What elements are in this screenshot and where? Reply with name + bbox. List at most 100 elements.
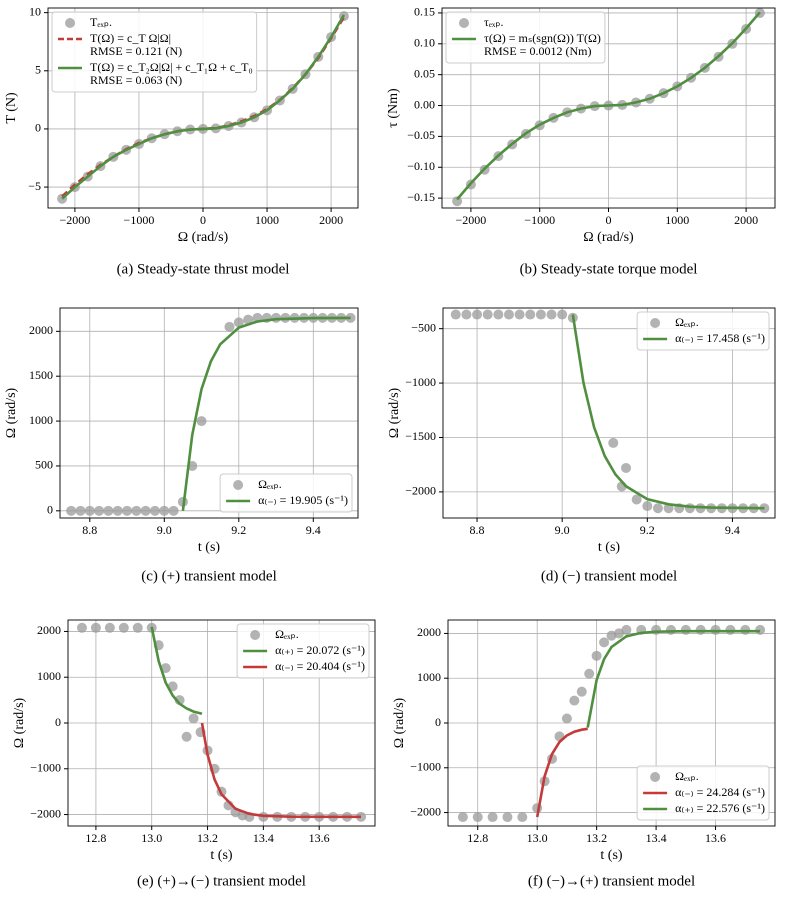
data-point — [608, 437, 619, 448]
y-tick-label: 0 — [435, 715, 441, 729]
data-point — [233, 317, 244, 328]
legend-label: α₍₊₎ = 22.576 (s⁻¹) — [675, 801, 765, 815]
data-point — [557, 309, 568, 320]
x-tick-label: 13.4 — [646, 831, 667, 845]
x-tick-label: 2000 — [319, 213, 343, 227]
data-point — [168, 505, 179, 516]
y-tick-label: −5 — [28, 179, 41, 193]
y-tick-label: 1000 — [29, 413, 53, 427]
legend: Ωₑₓₚ. α₍₋₎ = 17.458 (s⁻¹) — [636, 311, 770, 351]
y-tick-label: 2000 — [417, 625, 441, 639]
legend-label: Ωₑₓₚ. — [258, 477, 282, 491]
y-tick-label: −1000 — [410, 760, 441, 774]
data-point — [118, 622, 129, 633]
y-tick-label: 0 — [55, 715, 61, 729]
data-point — [457, 812, 468, 823]
data-point — [493, 309, 504, 320]
data-point — [112, 505, 123, 516]
y-axis-label: Ω (rad/s) — [392, 697, 407, 748]
y-tick-label: −1000 — [405, 375, 436, 389]
data-point — [621, 462, 632, 473]
caption: (f) (−)→(+) transient model — [528, 873, 695, 889]
x-tick-label: 12.8 — [85, 831, 106, 845]
data-point — [487, 812, 498, 823]
caption: (d) (−) transient model — [541, 568, 677, 584]
legend-box — [236, 623, 370, 679]
data-point — [243, 314, 254, 325]
y-tick-label: −2000 — [405, 484, 436, 498]
x-tick-label: 13.0 — [527, 831, 548, 845]
y-tick-label: 0.05 — [414, 66, 435, 80]
subplot: 8.8 9.0 9.2 9.4 −500 −1000 −1500 −2000 t (s) Ω (r… — [387, 307, 776, 584]
data-point — [90, 622, 101, 633]
caption: (c) (+) transient model — [141, 568, 277, 584]
legend-marker — [459, 18, 469, 28]
y-tick-label: 1000 — [417, 670, 441, 684]
legend-marker — [250, 630, 261, 640]
data-point — [725, 624, 736, 635]
y-tick-label: 0.10 — [414, 36, 435, 50]
y-tick-label: −2000 — [410, 804, 441, 818]
legend-label: α₍₋₎ = 17.458 (s⁻¹) — [675, 331, 765, 345]
data-point — [224, 321, 235, 332]
legend-label: τ(Ω) = mₛ(sgn(Ω)) T(Ω) — [484, 31, 601, 45]
y-tick-label: 0 — [35, 121, 41, 135]
data-point — [482, 309, 493, 320]
data-point — [514, 309, 525, 320]
x-tick-label: 13.0 — [141, 831, 162, 845]
data-point — [503, 309, 514, 320]
legend-label: α₍₊₎ = 20.072 (s⁻¹) — [275, 643, 365, 657]
data-point — [450, 309, 461, 320]
legend-note: RMSE = 0.063 (N) — [90, 73, 182, 87]
x-tick-label: 12.8 — [467, 831, 488, 845]
legend-note: RMSE = 0.0012 (Nm) — [484, 44, 591, 58]
fit-line — [200, 722, 362, 819]
x-axis-label: Ω (rad/s) — [583, 230, 634, 245]
data-point — [684, 503, 695, 514]
data-point — [740, 624, 751, 635]
subplot: −2000 −1000 0 1000 2000 −5 0 5 10 Ω (rad/s) T (N) (… — [4, 4, 359, 277]
legend-marker — [650, 318, 661, 328]
legend-label: α₍₋₎ = 19.905 (s⁻¹) — [258, 493, 348, 507]
legend: Ωₑₓₚ. α₍₋₎ = 19.905 (s⁻¹) — [219, 473, 353, 513]
legend-label: α₍₋₎ = 24.284 (s⁻¹) — [675, 785, 765, 799]
legend-label: Ωₑₓₚ. — [675, 769, 699, 783]
x-axis-label: Ω (rad/s) — [178, 230, 229, 245]
x-tick-label: 9.4 — [725, 523, 740, 537]
legend-box — [445, 11, 606, 64]
data-point — [561, 713, 572, 724]
y-tick-label: 500 — [35, 458, 53, 472]
subplot: 12.8 13.0 13.2 13.4 13.6 −2000 −1000 0 1000 2000 t… — [392, 619, 776, 889]
y-tick-label: 1500 — [29, 368, 53, 382]
data-point — [710, 624, 721, 635]
x-tick-label: 0 — [606, 213, 612, 227]
data-point — [472, 812, 483, 823]
x-tick-label: 9.0 — [157, 523, 172, 537]
plot-frame — [441, 7, 776, 209]
x-tick-label: 13.6 — [705, 831, 726, 845]
data-point — [84, 505, 95, 516]
y-axis-label: T (N) — [4, 92, 19, 124]
legend: Ωₑₓₚ. α₍₋₎ = 24.284 (s⁻¹) α₍₊₎ = 22.576 (s… — [636, 765, 770, 821]
data-point — [181, 731, 192, 742]
data-point — [140, 505, 151, 516]
data-point — [652, 503, 663, 514]
subplot: −2000 −1000 0 1000 2000 −0.15 −0.10 −0.05 0.00 0.… — [386, 5, 776, 277]
x-tick-label: 0 — [200, 213, 206, 227]
x-tick-label: 2000 — [734, 213, 758, 227]
x-tick-label: 1000 — [665, 213, 689, 227]
x-tick-label: 8.8 — [470, 523, 485, 537]
data-point — [103, 505, 114, 516]
x-axis-label: t (s) — [598, 540, 621, 555]
y-tick-label: 1000 — [37, 669, 61, 683]
x-axis-label: t (s) — [198, 540, 221, 555]
legend-label: T(Ω) = c_T Ω|Ω| — [90, 31, 171, 45]
plot-frame — [447, 619, 776, 827]
x-tick-label: 13.2 — [586, 831, 607, 845]
y-tick-label: −0.10 — [407, 159, 435, 173]
data-point — [160, 663, 171, 674]
legend: Tₑₓₚ. T(Ω) = c_T Ω|Ω|RMSE = 0.121 (N) T(Ω)… — [51, 11, 258, 93]
data-point — [631, 494, 642, 505]
data-point — [599, 637, 610, 648]
fit-line — [535, 727, 588, 818]
